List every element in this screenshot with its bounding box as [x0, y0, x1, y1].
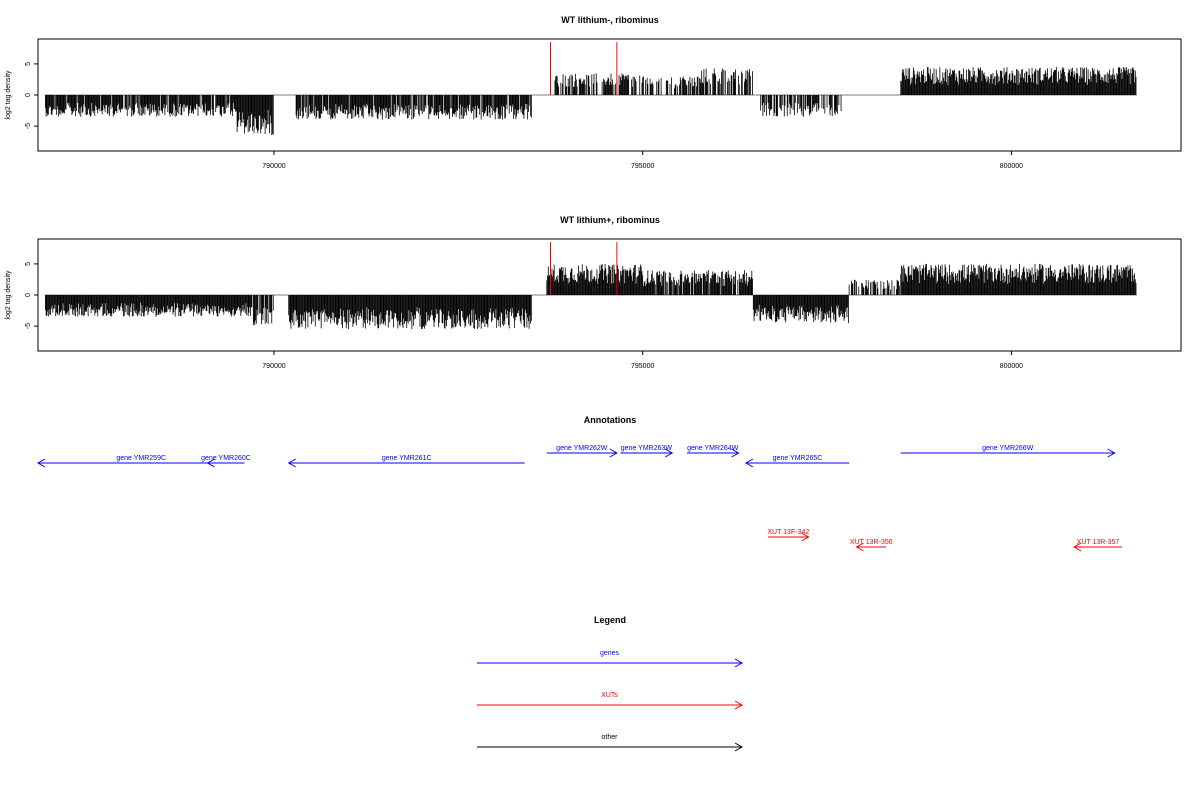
- gene-arrow-head: [206, 458, 215, 468]
- site-markers: [550, 42, 618, 95]
- xut-arrow-head: [855, 542, 864, 552]
- legend-title: Legend: [594, 615, 626, 625]
- gene-label: gene YMR260C: [201, 455, 251, 462]
- annotations-track: Annotations gene YMR259C gene YMR260C gene…: [36, 415, 1123, 552]
- xut-label: XUT 13R-357: [1077, 539, 1120, 546]
- gene-label: gene YMR261C: [382, 455, 432, 462]
- x-tick-label: 800000: [1000, 163, 1023, 170]
- gene-label: gene YMR266W: [982, 445, 1034, 452]
- legend-label: other: [602, 734, 619, 741]
- panel-title: WT lithium+, ribominus: [560, 215, 660, 225]
- gene-label: gene YMR262W: [556, 445, 608, 452]
- gene-arrow-head: [287, 458, 296, 468]
- gene-arrow-head: [664, 448, 674, 458]
- annotation-features: gene YMR259C gene YMR260C gene YMR261C gene…: [36, 445, 1123, 552]
- x-tick-label: 795000: [631, 363, 654, 370]
- y-tick-label: -5: [25, 123, 32, 129]
- gene-arrow-head: [744, 458, 754, 468]
- y-axis: -5 0 5: [25, 62, 38, 129]
- panel-title: WT lithium-, ribominus: [561, 15, 659, 25]
- gene-label: gene YMR259C: [116, 455, 166, 462]
- site-markers: [550, 242, 618, 295]
- legend-items: genes XUTs other: [477, 650, 744, 752]
- xut-label: XUT 13R-356: [850, 539, 893, 546]
- gene-arrow-head: [36, 458, 46, 468]
- legend-arrow-head: [734, 700, 744, 710]
- x-tick-label: 790000: [262, 363, 285, 370]
- x-axis: 790000 795000 800000: [262, 151, 1023, 170]
- x-tick-label: 790000: [262, 163, 285, 170]
- gene-arrow-head: [731, 448, 740, 458]
- panel-lithium-plus: WT lithium+, ribominus log2 tag density …: [5, 215, 1182, 370]
- gene-label: gene YMR263W: [621, 445, 673, 452]
- gene-label: gene YMR265C: [773, 455, 823, 462]
- y-tick-label: 0: [25, 293, 32, 297]
- y-tick-label: 5: [25, 262, 32, 266]
- xut-arrow-head: [1073, 542, 1082, 552]
- legend-arrow-head: [734, 742, 744, 752]
- density-bars: [44, 67, 1137, 136]
- xut-label: XUT 13F-342: [767, 529, 809, 536]
- legend: Legend genes XUTs other: [477, 615, 744, 752]
- xut-arrow-head: [801, 532, 810, 542]
- gene-arrow-head: [1107, 448, 1116, 458]
- gene-label: gene YMR264W: [687, 445, 739, 452]
- y-tick-label: 0: [25, 93, 32, 97]
- y-axis-label: log2 tag density: [5, 70, 12, 120]
- y-tick-label: 5: [25, 62, 32, 66]
- annotations-title: Annotations: [584, 415, 637, 425]
- y-axis-label: log2 tag density: [5, 270, 12, 320]
- x-axis: 790000 795000 800000: [262, 351, 1023, 370]
- y-tick-label: -5: [25, 323, 32, 329]
- legend-arrow-head: [734, 658, 744, 668]
- panel-lithium-minus: WT lithium-, ribominus log2 tag density …: [5, 15, 1182, 170]
- density-bars: [44, 263, 1137, 330]
- y-axis: -5 0 5: [25, 262, 38, 329]
- x-tick-label: 800000: [1000, 363, 1023, 370]
- legend-label: genes: [600, 650, 620, 657]
- gene-arrow-head: [609, 448, 618, 458]
- legend-label: XUTs: [601, 692, 618, 699]
- x-tick-label: 795000: [631, 163, 654, 170]
